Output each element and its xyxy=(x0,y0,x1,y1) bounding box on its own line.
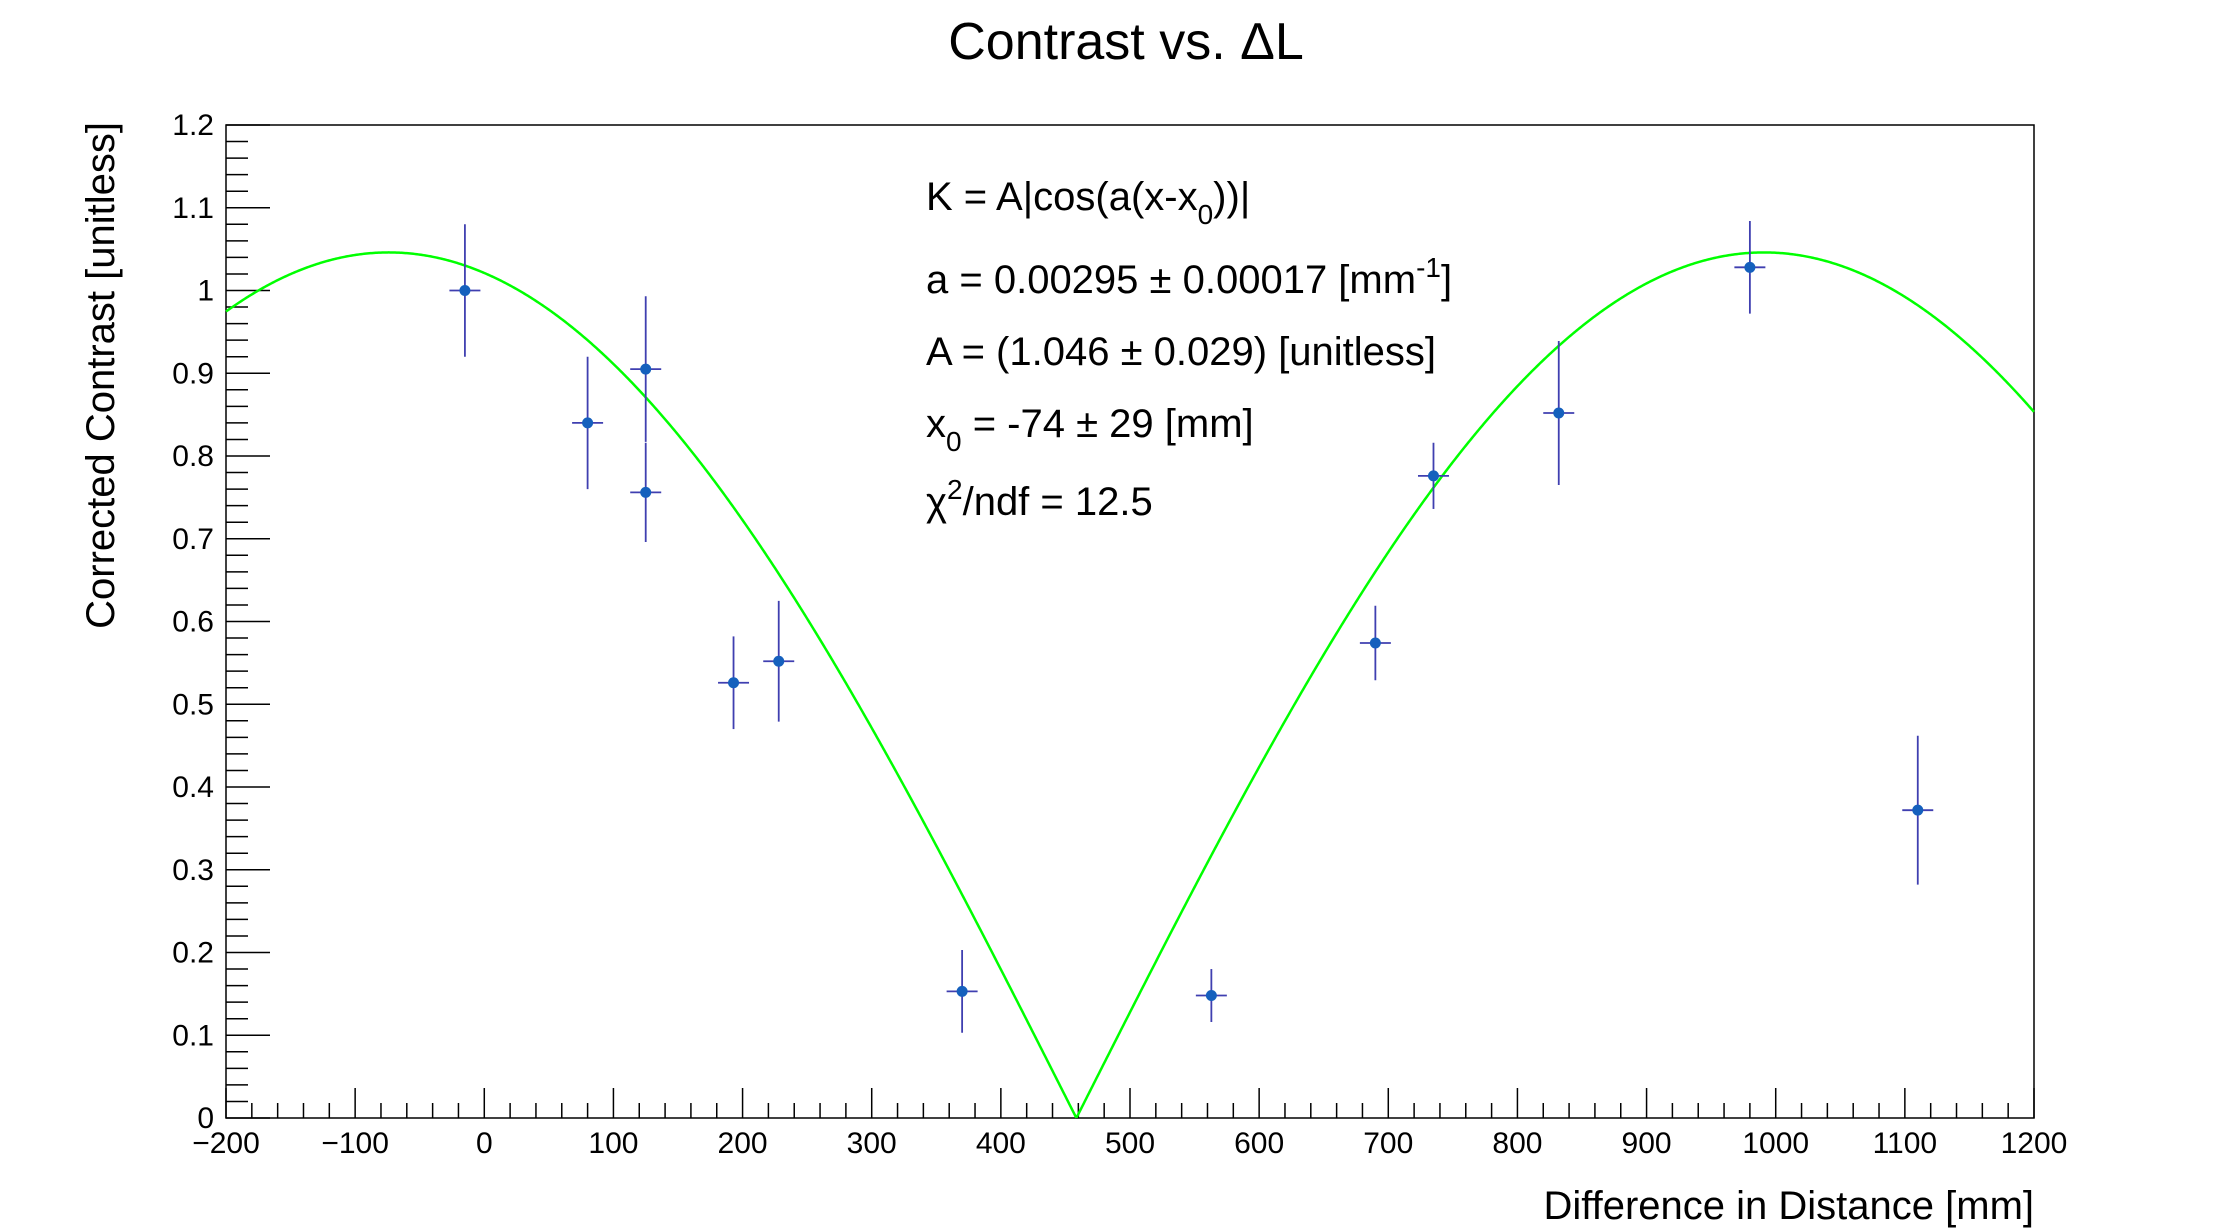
x-tick-label: 200 xyxy=(718,1127,768,1160)
fit-param-a-text: a = 0.00295 ± 0.00017 [mm-1] xyxy=(926,252,1452,302)
point-marker xyxy=(1427,470,1439,482)
y-tick-label: 0.6 xyxy=(172,606,214,639)
data-point xyxy=(718,636,750,730)
data-point xyxy=(630,442,662,543)
y-tick-label: 0.9 xyxy=(172,357,214,390)
point-marker xyxy=(582,417,594,429)
point-marker xyxy=(1553,407,1565,419)
y-tick-label: 0 xyxy=(197,1102,214,1135)
x-axis-ticks: −200 −100 0 100 200 300 400 500 600 700 800 900 1000… xyxy=(192,1088,2067,1160)
chart-title: Contrast vs. ΔL xyxy=(948,13,1304,71)
fit-formula-text: K = A|cos(a(x-x0))| xyxy=(926,175,1250,230)
x-tick-label: 900 xyxy=(1622,1127,1672,1160)
point-marker xyxy=(1744,261,1756,273)
x-tick-label: 100 xyxy=(588,1127,638,1160)
data-point xyxy=(1543,340,1575,485)
data-point xyxy=(1902,735,1934,885)
y-tick-label: 1.1 xyxy=(172,192,214,225)
fit-chi2-text: χ2/ndf = 12.5 xyxy=(926,474,1153,524)
point-marker xyxy=(459,285,471,296)
data-point xyxy=(946,950,978,1033)
x-tick-label: 1000 xyxy=(1742,1127,1809,1160)
data-point xyxy=(1417,442,1449,509)
data-point xyxy=(572,356,604,490)
x-tick-label: 700 xyxy=(1363,1127,1413,1160)
x-tick-label: −100 xyxy=(321,1127,389,1160)
x-tick-label: 1100 xyxy=(1873,1127,1938,1160)
x-tick-label: −200 xyxy=(192,1127,260,1160)
x-tick-label: 500 xyxy=(1105,1127,1155,1160)
point-marker xyxy=(773,655,785,667)
x-tick-label: 1200 xyxy=(2001,1127,2068,1160)
point-marker xyxy=(728,677,740,689)
data-points xyxy=(449,220,1934,1033)
point-marker xyxy=(640,486,652,498)
point-marker xyxy=(956,985,968,997)
x-tick-label: 600 xyxy=(1234,1127,1284,1160)
data-point xyxy=(1195,969,1227,1023)
x-tick-label: 800 xyxy=(1492,1127,1542,1160)
data-point xyxy=(449,224,481,357)
y-axis-label: Corrected Contrast [unitless] xyxy=(79,122,123,629)
y-tick-label: 0.7 xyxy=(172,523,214,556)
y-tick-label: 0.4 xyxy=(172,771,214,804)
point-marker xyxy=(1205,990,1217,1002)
y-tick-label: 0.8 xyxy=(172,440,214,473)
y-tick-label: 0.1 xyxy=(172,1019,214,1052)
x-tick-label: 400 xyxy=(976,1127,1026,1160)
data-point xyxy=(630,296,662,442)
data-point xyxy=(1359,605,1391,681)
y-tick-label: 1.2 xyxy=(172,109,214,142)
fit-param-x0-text: x0 = -74 ± 29 [mm] xyxy=(926,402,1254,457)
y-tick-label: 0.3 xyxy=(172,854,214,887)
data-point xyxy=(1734,220,1766,314)
data-point xyxy=(763,600,795,722)
fit-curve xyxy=(225,251,2035,1119)
fit-param-A-text: A = (1.046 ± 0.029) [unitless] xyxy=(926,330,1436,374)
fit-annotations: K = A|cos(a(x-x0))| a = 0.00295 ± 0.0001… xyxy=(926,175,1452,524)
point-marker xyxy=(1369,637,1381,649)
y-tick-label: 1 xyxy=(197,275,214,308)
y-tick-label: 0.2 xyxy=(172,937,214,970)
x-tick-label: 0 xyxy=(476,1127,493,1160)
y-axis-ticks: 0 0.1 0.2 0.3 0.4 0.5 0.6 0.7 0.8 0.9 1 1.1 1.2 xyxy=(172,109,270,1135)
x-tick-label: 300 xyxy=(847,1127,897,1160)
point-marker xyxy=(1912,804,1924,816)
y-tick-label: 0.5 xyxy=(172,688,214,721)
x-axis-label: Difference in Distance [mm] xyxy=(1543,1184,2034,1228)
point-marker xyxy=(640,363,652,375)
